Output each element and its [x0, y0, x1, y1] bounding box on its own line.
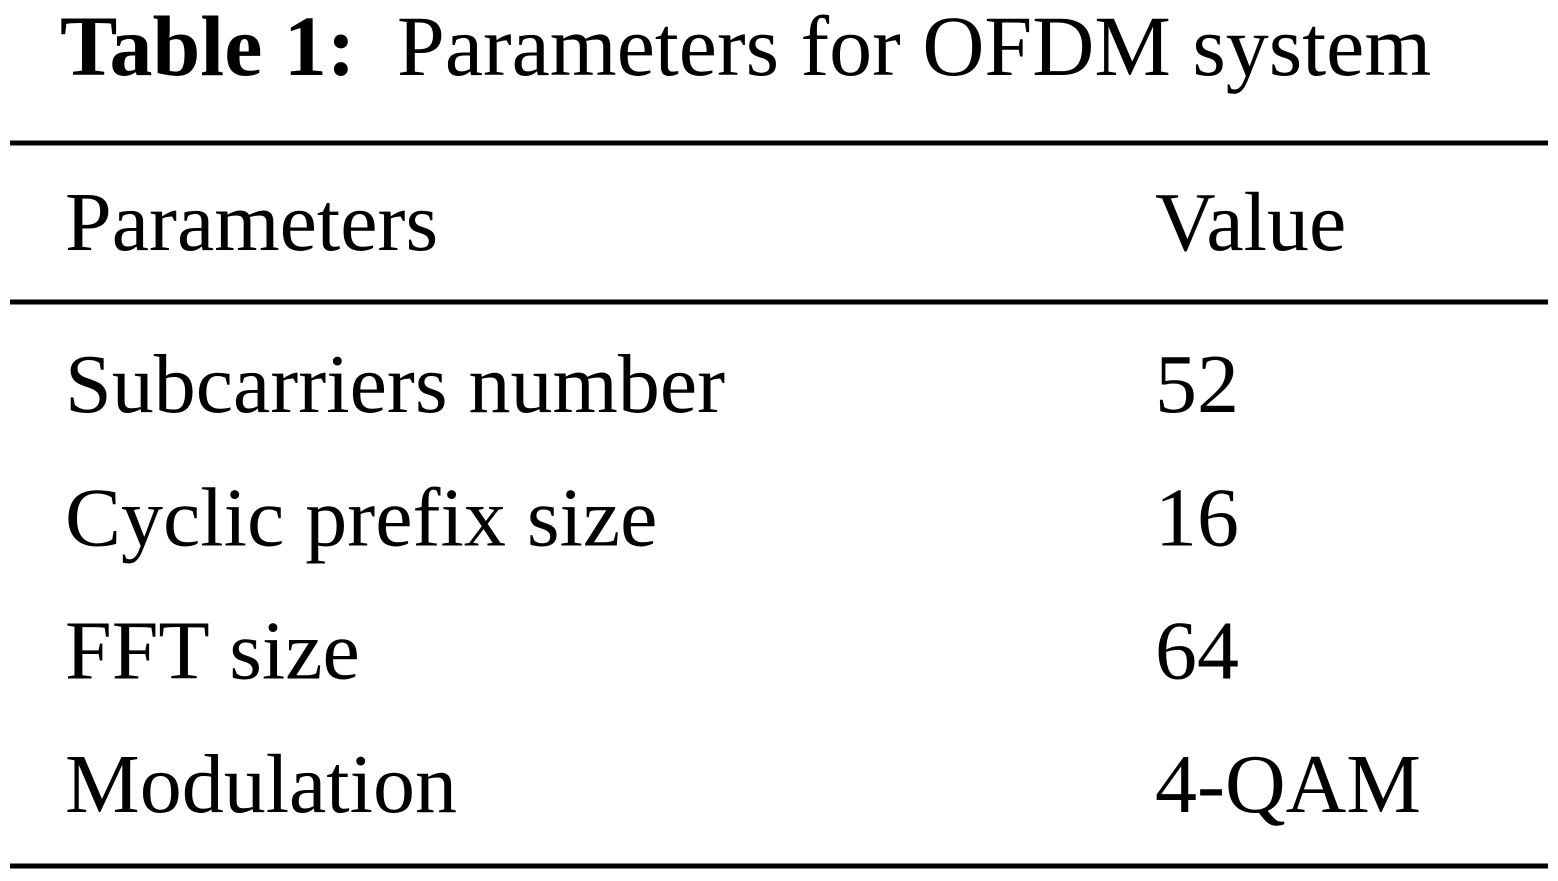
parameter-cell: Cyclic prefix size: [65, 471, 657, 564]
caption: Table 1: Parameters for OFDM system: [60, 0, 1431, 94]
header-cell: Value: [1155, 176, 1346, 269]
parameter-cell: Modulation: [65, 738, 457, 831]
header-cell: Parameters: [65, 176, 438, 269]
value-cell: 16: [1155, 471, 1239, 564]
parameter-cell: Subcarriers number: [65, 338, 725, 431]
parameter-cell: FFT size: [65, 605, 360, 698]
value-cell: 64: [1155, 605, 1239, 698]
value-cell: 52: [1155, 338, 1239, 431]
caption-label: Table 1:: [60, 0, 356, 94]
table-body: Subcarriers number 52 Cyclic prefix size 16…: [65, 338, 1421, 831]
value-cell: 4-QAM: [1155, 738, 1421, 831]
caption-title: Parameters for OFDM system: [397, 0, 1431, 94]
